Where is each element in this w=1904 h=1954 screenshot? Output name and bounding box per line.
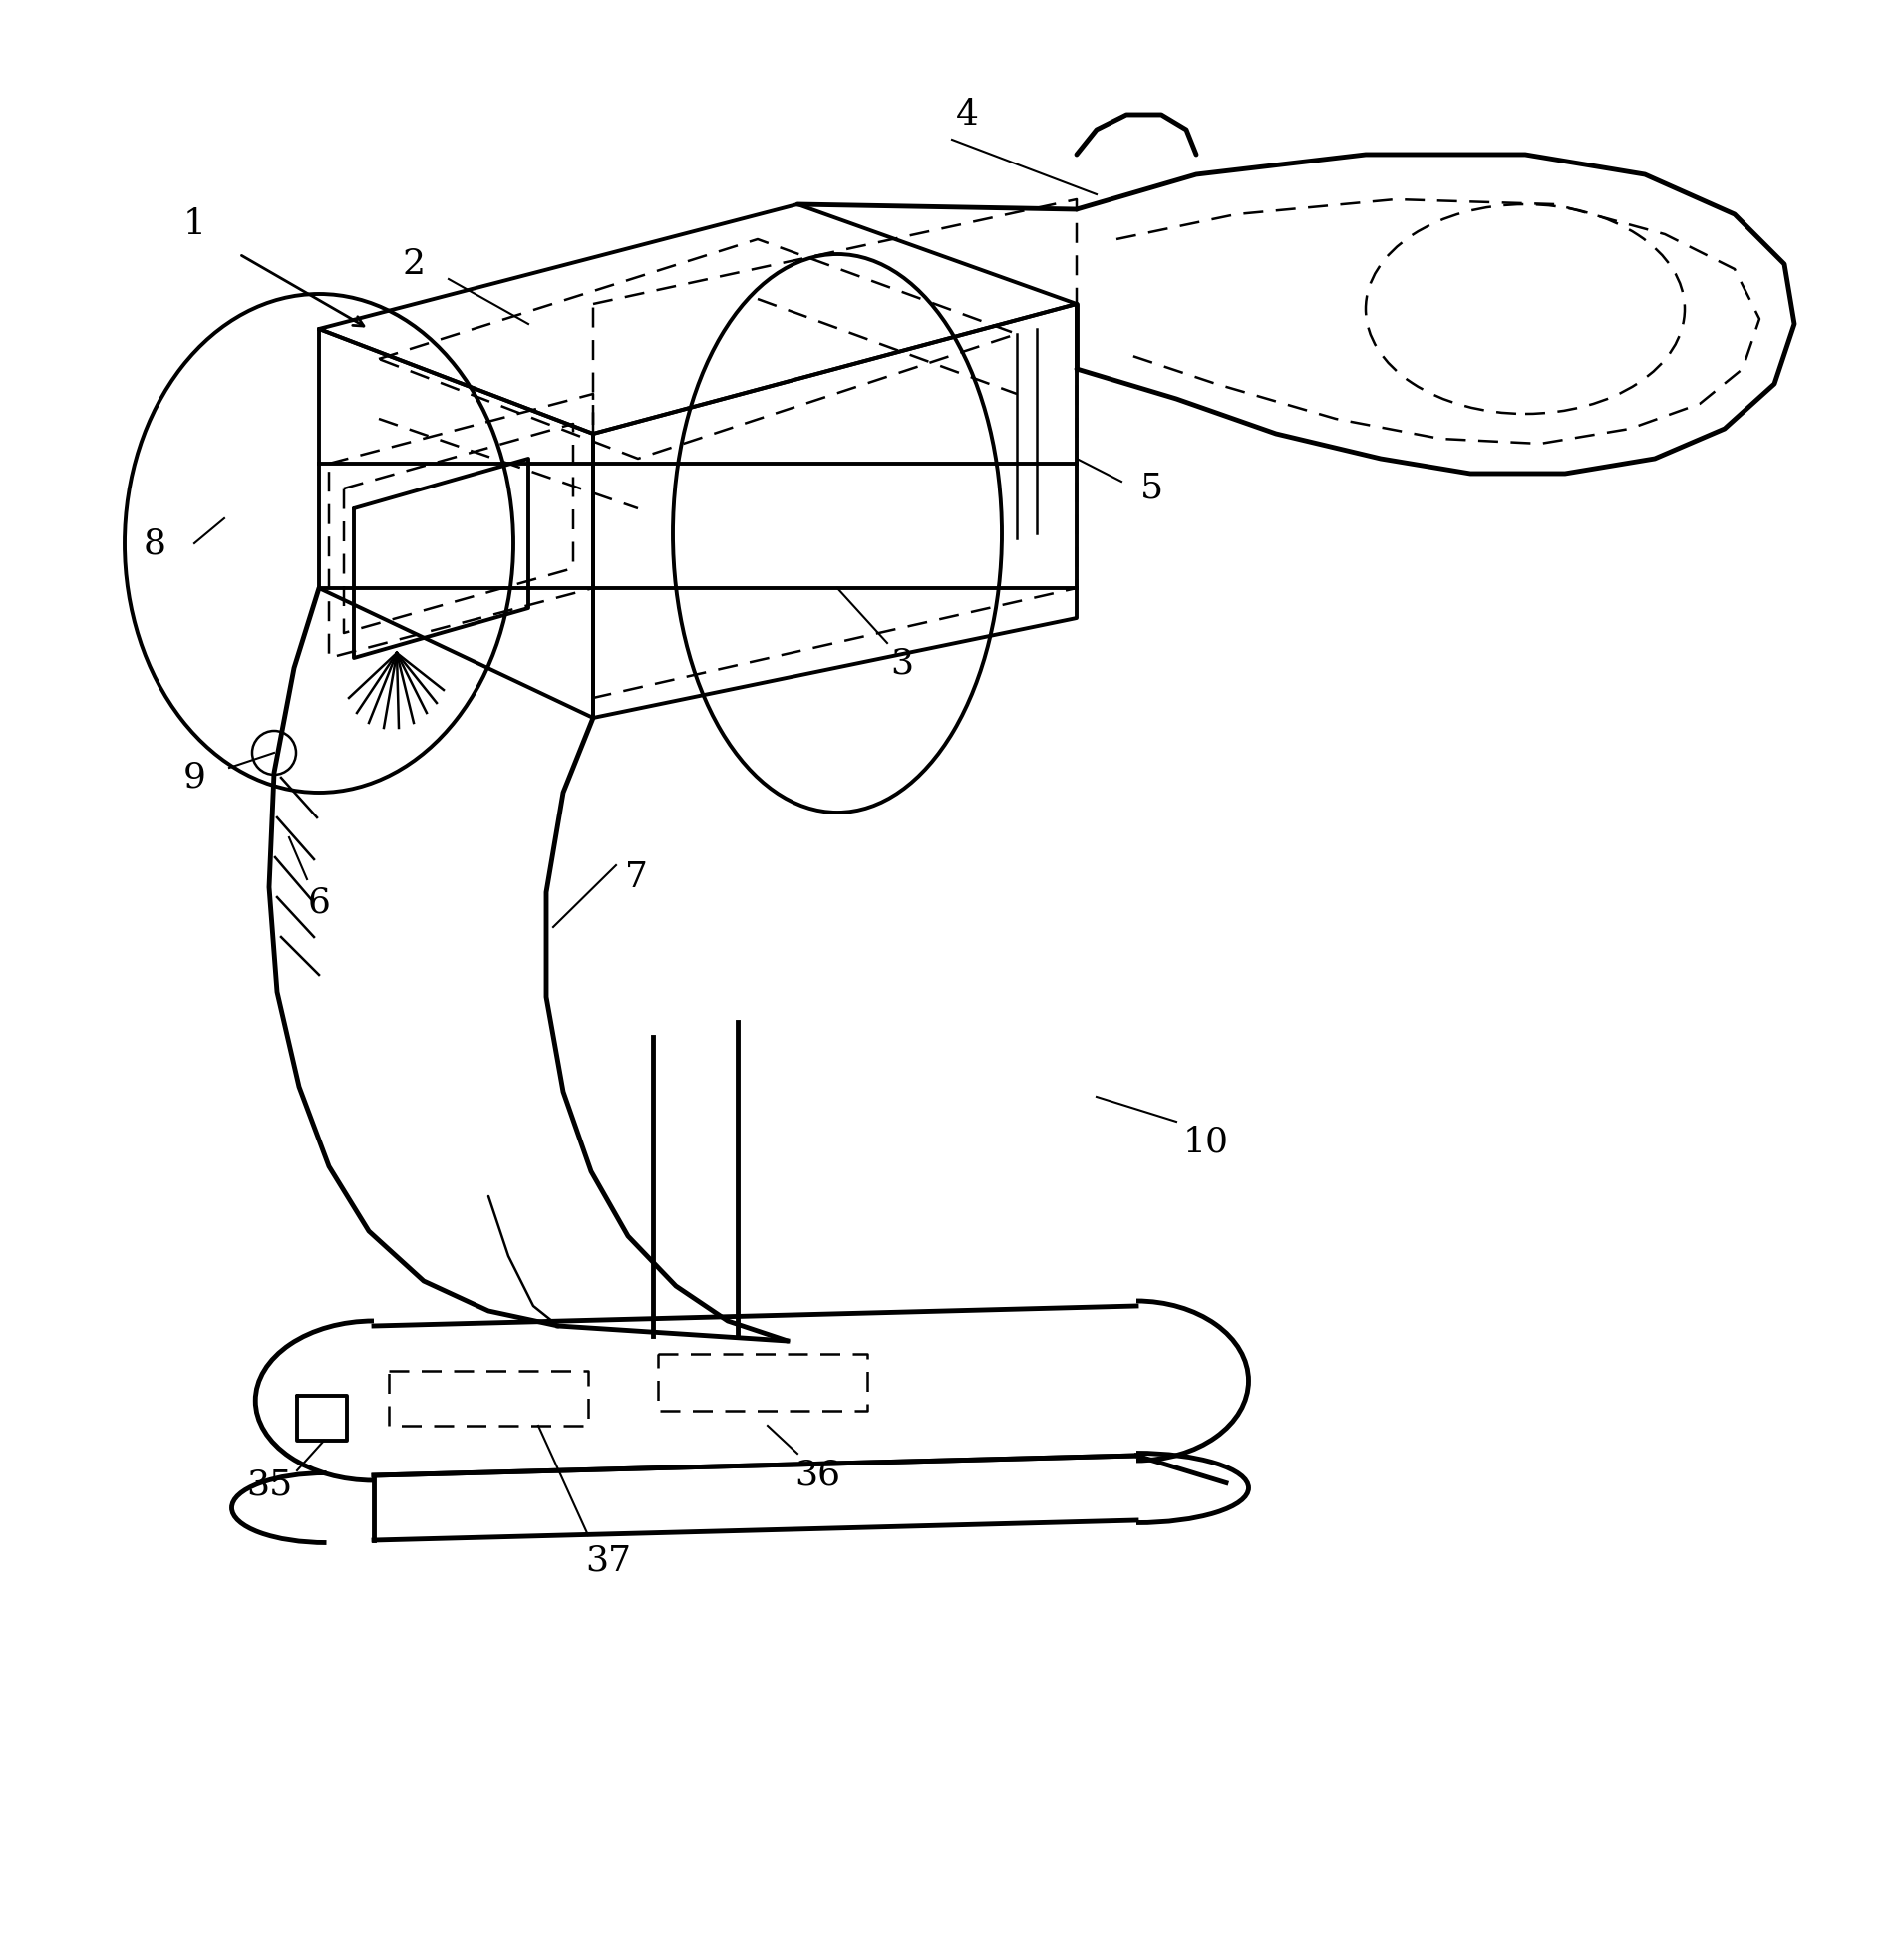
Text: 2: 2 — [402, 248, 425, 281]
Text: 36: 36 — [794, 1458, 840, 1493]
Text: 37: 37 — [585, 1544, 630, 1577]
Text: 4: 4 — [956, 98, 979, 131]
Text: 5: 5 — [1140, 471, 1163, 506]
Text: 10: 10 — [1182, 1126, 1230, 1159]
Text: 6: 6 — [308, 885, 331, 918]
Text: 9: 9 — [183, 760, 206, 795]
Text: 7: 7 — [625, 860, 647, 895]
Text: 8: 8 — [143, 526, 166, 561]
Text: 35: 35 — [246, 1469, 291, 1503]
Text: 3: 3 — [891, 647, 914, 680]
Text: 1: 1 — [183, 207, 206, 240]
